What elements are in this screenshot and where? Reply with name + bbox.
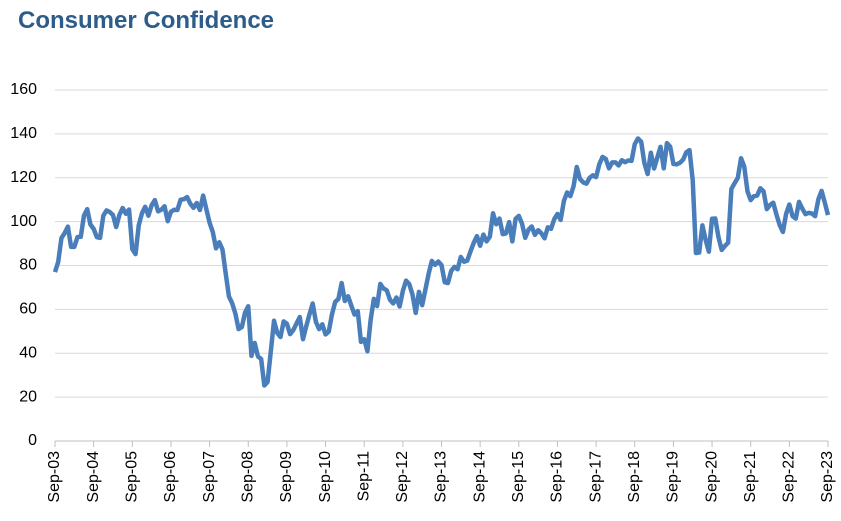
x-tick-label: Sep-14	[471, 451, 488, 503]
x-tick-label: Sep-12	[394, 451, 411, 503]
x-tick-label: Sep-10	[317, 451, 334, 503]
x-tick-label: Sep-07	[201, 451, 218, 503]
chart-title: Consumer Confidence	[18, 7, 274, 34]
x-tick-label: Sep-23	[819, 451, 836, 503]
x-tick-label: Sep-09	[278, 451, 295, 503]
x-tick-label: Sep-19	[665, 451, 682, 503]
x-tick-label: Sep-05	[124, 451, 141, 503]
x-tick-label: Sep-17	[587, 451, 604, 503]
y-tick-label: 80	[19, 257, 37, 274]
x-tick-label: Sep-11	[355, 451, 372, 502]
x-tick-label: Sep-04	[85, 451, 102, 503]
x-tick-label: Sep-21	[742, 451, 759, 503]
y-tick-label: 140	[10, 125, 37, 142]
y-tick-label: 0	[28, 432, 37, 449]
y-tick-label: 120	[10, 169, 37, 186]
x-tick-label: Sep-13	[433, 451, 450, 503]
line-series	[52, 136, 831, 388]
x-tick-label: Sep-18	[626, 451, 643, 503]
y-tick-label: 160	[10, 81, 37, 98]
y-tick-label: 40	[19, 344, 37, 361]
x-tick-label: Sep-06	[162, 451, 179, 503]
x-tick-label: Sep-20	[703, 451, 720, 503]
x-tick-label: Sep-15	[510, 451, 527, 503]
x-tick-label: Sep-16	[549, 451, 566, 503]
y-tick-label: 20	[19, 388, 37, 405]
x-tick-label: Sep-22	[781, 451, 798, 503]
x-tick-label: Sep-08	[239, 451, 256, 503]
x-tick-label: Sep-03	[46, 451, 63, 503]
y-tick-label: 100	[10, 213, 37, 230]
y-tick-label: 60	[19, 301, 37, 318]
